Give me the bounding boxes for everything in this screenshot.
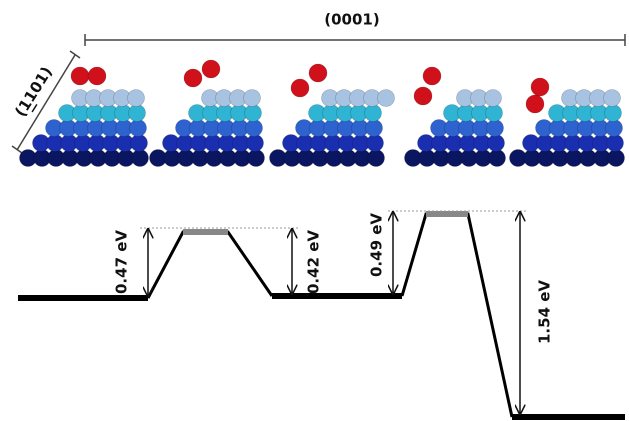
page: (0001) (1101) 0.47 eV 0.42 eV 0.49 eV 1.… <box>0 0 629 421</box>
atom <box>202 60 220 78</box>
side-label: (1101) <box>11 63 56 120</box>
atom <box>247 135 264 152</box>
atom <box>130 120 147 137</box>
atom <box>132 150 149 167</box>
figure: (0001) (1101) 0.47 eV 0.42 eV 0.49 eV 1.… <box>0 0 629 421</box>
atom <box>605 105 622 122</box>
atom <box>531 78 549 96</box>
atom <box>606 120 623 137</box>
atom <box>485 90 502 107</box>
atom <box>244 90 261 107</box>
atom <box>607 135 624 152</box>
atom <box>88 67 106 85</box>
atom <box>489 150 506 167</box>
atom <box>604 90 621 107</box>
atom <box>129 105 146 122</box>
side-label-group: (1101) <box>11 63 56 120</box>
atom <box>366 120 383 137</box>
atom <box>414 87 432 105</box>
path <box>402 214 512 417</box>
atom <box>526 95 544 113</box>
atom <box>309 64 327 82</box>
atom <box>291 79 309 97</box>
barrier-label: 0.42 eV <box>305 230 323 294</box>
atom <box>246 120 263 137</box>
atom <box>367 135 384 152</box>
atom <box>488 135 505 152</box>
barrier-label: 0.49 eV <box>368 213 386 277</box>
top-bracket <box>85 34 625 46</box>
atom <box>378 90 395 107</box>
atom <box>487 120 504 137</box>
atom <box>423 67 441 85</box>
atom <box>368 150 385 167</box>
atom <box>608 150 625 167</box>
atom <box>245 105 262 122</box>
path <box>148 232 272 298</box>
atom <box>71 67 89 85</box>
atom <box>365 105 382 122</box>
atom <box>131 135 148 152</box>
top-label: (0001) <box>324 11 379 29</box>
atom <box>184 69 202 87</box>
barrier-label: 1.54 eV <box>536 280 554 344</box>
barrier-label: 0.47 eV <box>113 230 131 294</box>
atom <box>248 150 265 167</box>
atom <box>486 105 503 122</box>
atom-structures <box>20 60 625 167</box>
atom <box>128 90 145 107</box>
